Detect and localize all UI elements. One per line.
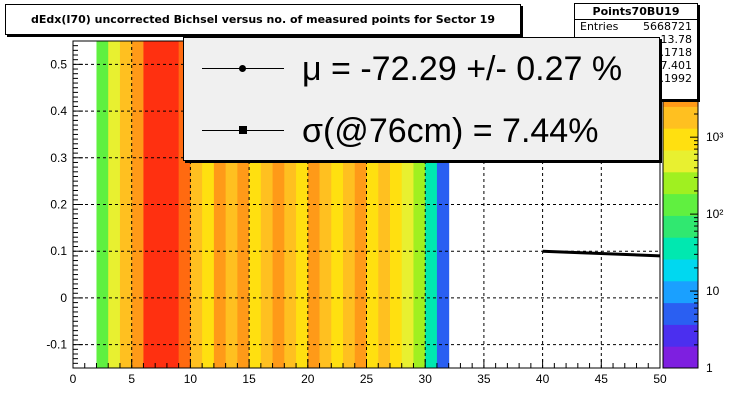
- colorbar-tick-label: 1: [706, 361, 713, 375]
- stats-label: Entries: [580, 20, 619, 33]
- y-tick-label: 0: [60, 291, 67, 305]
- stats-value: 0.1992: [653, 72, 693, 85]
- colorbar-swatch: [663, 106, 698, 129]
- stats-value: 7.401: [660, 59, 693, 72]
- heatmap-cell: [108, 41, 121, 368]
- colorbar-tick-label: 10: [706, 284, 720, 298]
- x-tick-label: 0: [70, 372, 77, 386]
- x-axis: 0 5 10 15 20 25 30 35 40 45 50: [70, 359, 667, 386]
- y-tick-label: 0.2: [50, 198, 67, 212]
- x-tick-label: 30: [419, 372, 433, 386]
- heatmap-cell: [155, 41, 168, 368]
- legend-mu-text: μ = -72.29 +/- 0.27 %: [302, 50, 623, 88]
- colorbar-swatch: [663, 193, 698, 216]
- colorbar-tick-label: 10³: [706, 130, 723, 144]
- colorbar-swatch: [663, 128, 698, 151]
- x-tick-label: 35: [477, 372, 491, 386]
- colorbar-swatch: [663, 171, 698, 195]
- y-tick-label: 0.5: [50, 57, 67, 71]
- colorbar-swatch: [663, 324, 698, 347]
- legend-dot-marker: [239, 65, 246, 72]
- stats-value: 5668721: [643, 20, 692, 33]
- fit-line: [542, 249, 661, 258]
- plot-title-text: dEdx(I70) uncorrected Bichsel versus no.…: [31, 13, 495, 26]
- stats-row: 0.1718: [575, 46, 697, 59]
- x-tick-label: 10: [184, 372, 198, 386]
- colorbar-swatch: [663, 150, 698, 173]
- stats-name: Points70BU19: [575, 4, 697, 20]
- x-tick-label: 40: [536, 372, 550, 386]
- stats-value: 13.78: [660, 33, 693, 46]
- y-axis: -0.1 0 0.1 0.2 0.3 0.4 0.5: [46, 40, 83, 369]
- x-tick-label: 50: [653, 372, 667, 386]
- stats-row: 13.78: [575, 33, 697, 46]
- legend-square-marker: [239, 126, 247, 134]
- x-tick-label: 20: [301, 372, 315, 386]
- plot-title: dEdx(I70) uncorrected Bichsel versus no.…: [5, 4, 521, 35]
- heatmap-cell: [143, 41, 156, 368]
- colorbar-swatch: [663, 302, 698, 325]
- y-tick-label: -0.1: [46, 338, 67, 352]
- stats-value: 0.1718: [653, 46, 693, 59]
- legend: μ = -72.29 +/- 0.27 % σ(@76cm) = 7.44%: [183, 37, 660, 161]
- legend-sigma-text: σ(@76cm) = 7.44%: [302, 112, 599, 150]
- y-tick-label: 0.1: [50, 244, 67, 258]
- y-tick-label: 0.4: [50, 104, 67, 118]
- stats-row: Entries 5668721: [575, 20, 697, 33]
- legend-entry-sigma: σ(@76cm) = 7.44%: [184, 100, 659, 162]
- colorbar-swatch: [663, 259, 698, 282]
- heatmap-cell: [131, 41, 144, 368]
- stats-row: 7.401: [575, 59, 697, 72]
- stats-row: 0.1992: [575, 72, 697, 85]
- colorbar-tick-label: 10²: [706, 207, 723, 221]
- x-tick-label: 25: [360, 372, 374, 386]
- colorbar-swatch: [663, 346, 698, 369]
- heatmap-cell: [166, 41, 180, 368]
- x-tick-label: 5: [128, 372, 135, 386]
- heatmap-cell: [119, 41, 133, 368]
- x-tick-label: 15: [242, 372, 256, 386]
- y-tick-label: 0.3: [50, 151, 67, 165]
- x-tick-label: 45: [595, 372, 609, 386]
- colorbar-swatch: [663, 237, 698, 260]
- colorbar-swatch: [663, 280, 698, 304]
- colorbar-swatch: [663, 215, 698, 238]
- heatmap-cell: [96, 41, 109, 368]
- legend-entry-mu: μ = -72.29 +/- 0.27 %: [184, 38, 659, 100]
